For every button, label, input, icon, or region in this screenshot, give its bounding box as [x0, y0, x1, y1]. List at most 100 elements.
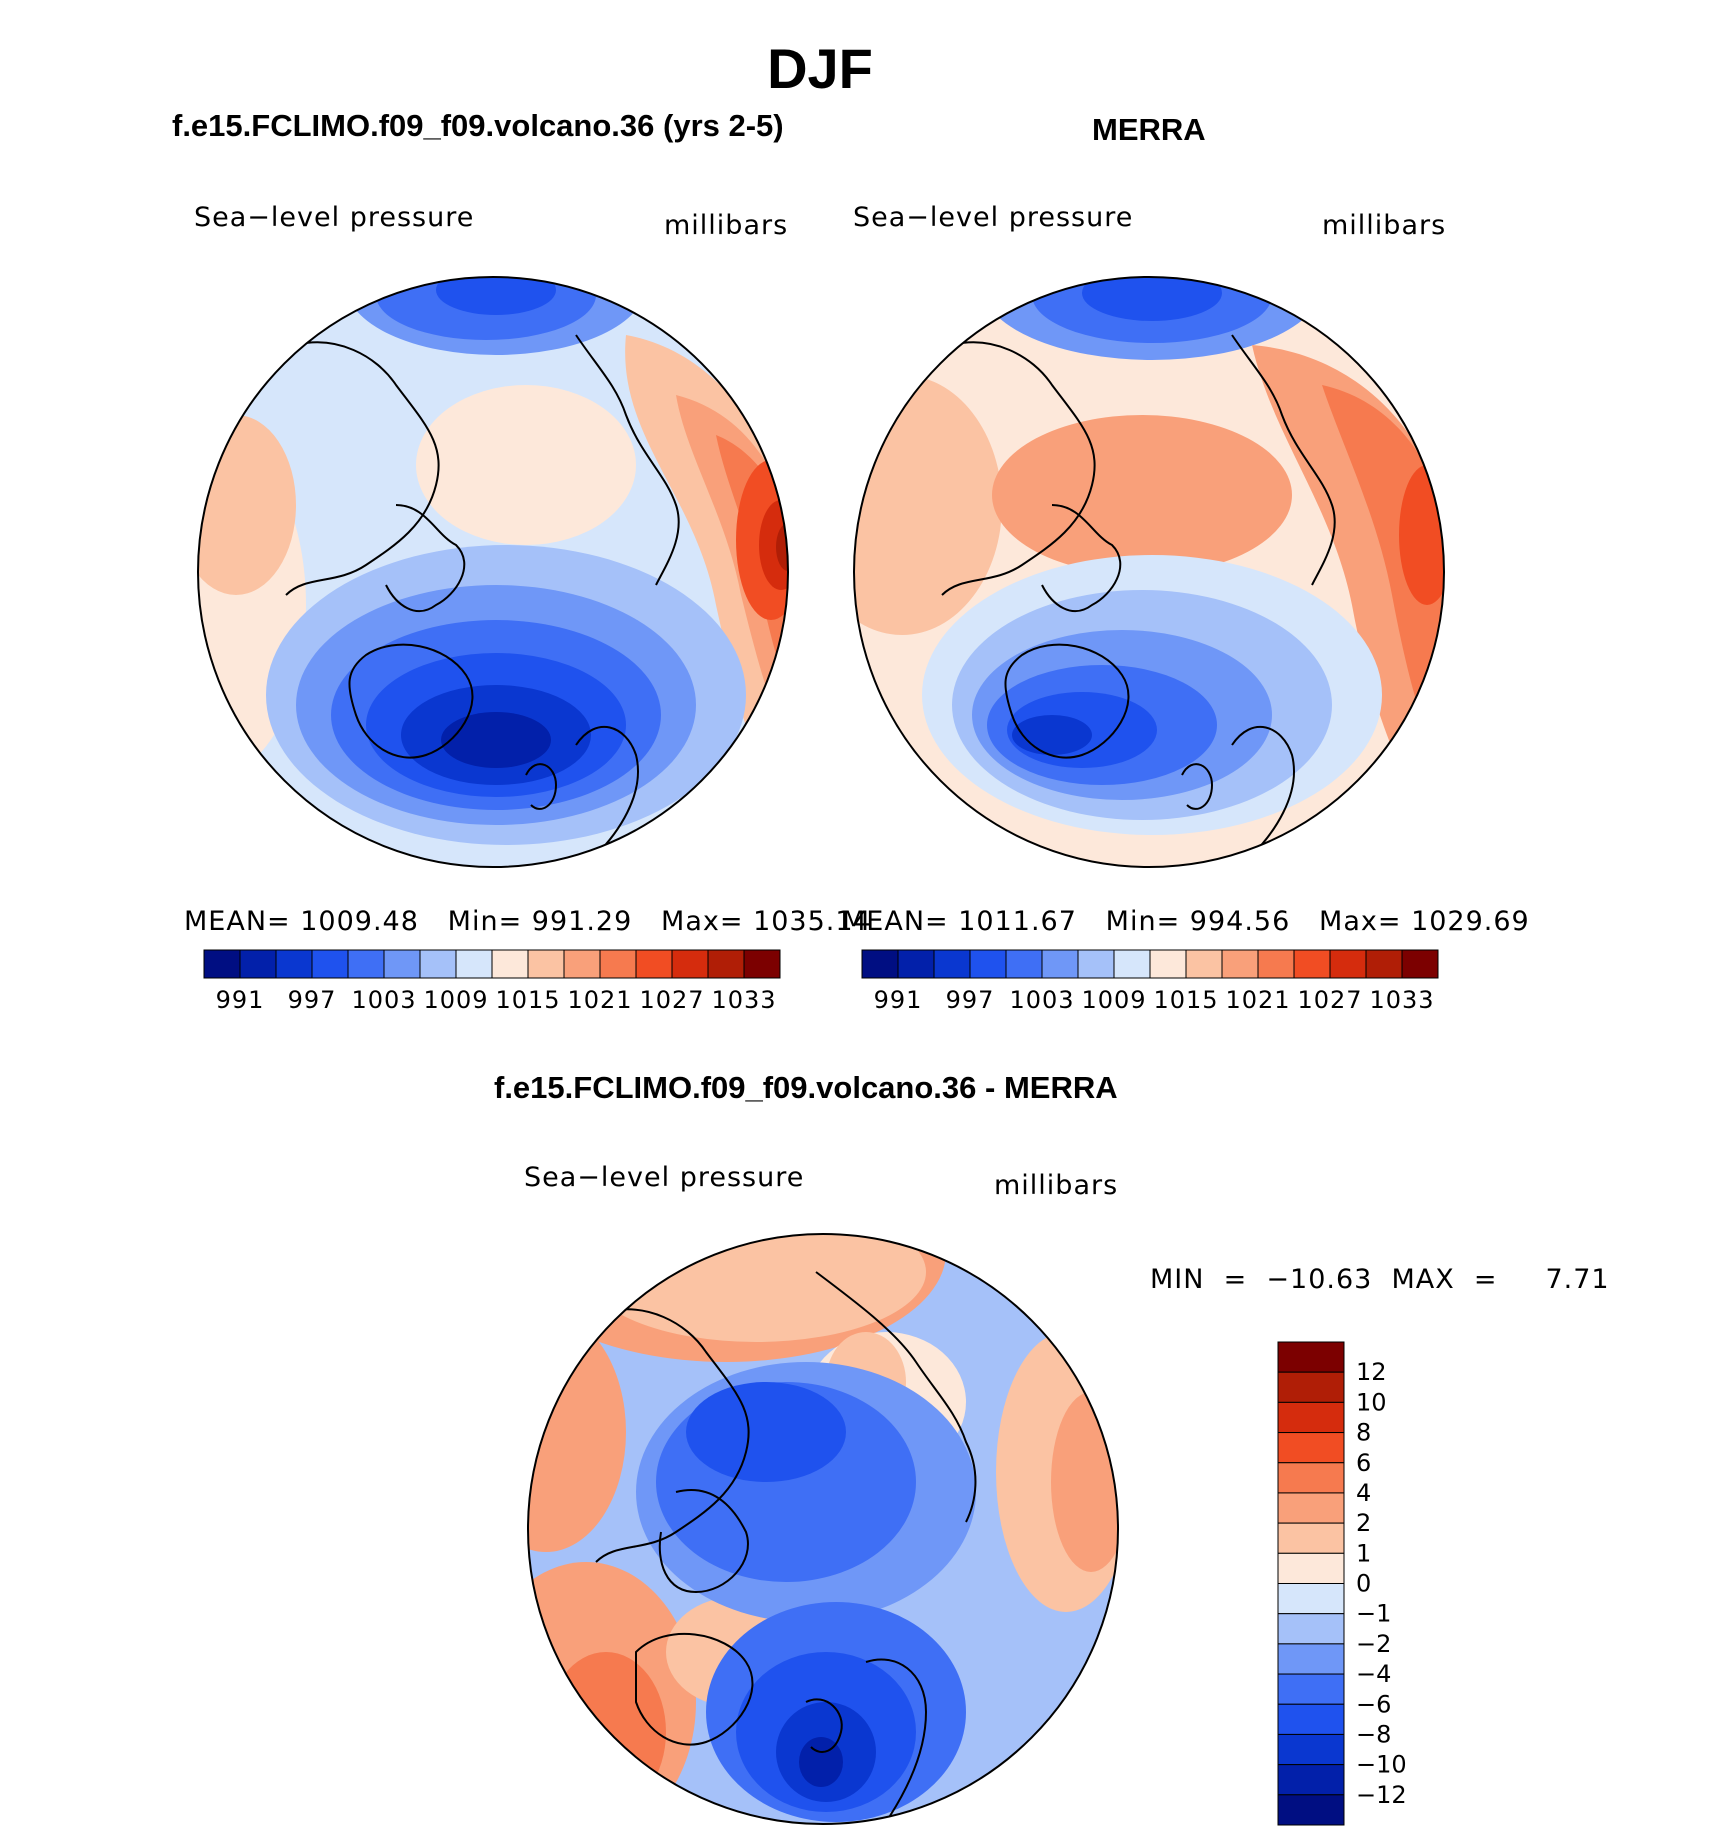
diff-colorbar-tick-label: −8	[1356, 1720, 1391, 1748]
model-colorbar-swatch	[275, 949, 313, 979]
diff-colorbar-tick-label: −10	[1356, 1751, 1407, 1779]
obs-colorbar-swatch	[1185, 949, 1223, 979]
model-units-label: millibars	[664, 210, 789, 241]
diff-colorbar-tick-label: 1	[1356, 1539, 1371, 1567]
obs-min-label: Min=	[1105, 906, 1181, 937]
obs-colorbar-swatch	[1041, 949, 1079, 979]
model-max-label: Max=	[661, 906, 744, 937]
diff-colorbar-tick-label: 8	[1356, 1419, 1371, 1447]
model-colorbar-tick-label: 997	[288, 986, 337, 1014]
obs-colorbar-swatch	[1149, 949, 1187, 979]
obs-colorbar-swatch	[969, 949, 1007, 979]
model-colorbar-tick-label: 1003	[351, 986, 416, 1014]
diff-colorbar-swatch	[1277, 1613, 1345, 1645]
diff-colorbar-tick-label: −1	[1356, 1600, 1391, 1628]
model-colorbar-swatch	[311, 949, 349, 979]
diff-colorbar-swatch	[1277, 1371, 1345, 1403]
diff-colorbar-swatch	[1277, 1673, 1345, 1705]
model-colorbar-swatch	[563, 949, 601, 979]
obs-colorbar-tick-label: 1015	[1153, 986, 1218, 1014]
model-max-value: 1035.14	[753, 906, 872, 937]
diff-colorbar-swatch	[1277, 1764, 1345, 1796]
obs-colorbar-swatch	[1077, 949, 1115, 979]
diff-polar-map	[527, 1233, 1119, 1825]
diff-colorbar-swatch	[1277, 1432, 1345, 1464]
model-colorbar-tick-label: 1027	[639, 986, 704, 1014]
model-min-label: Min=	[447, 906, 523, 937]
model-colorbar-swatch	[491, 949, 529, 979]
diff-variable-label: Sea−level pressure	[524, 1162, 805, 1193]
obs-colorbar-swatch	[1401, 949, 1439, 979]
model-colorbar-swatch	[635, 949, 673, 979]
obs-colorbar-swatch	[897, 949, 935, 979]
model-colorbar-swatch	[239, 949, 277, 979]
obs-stats: MEAN= 1011.67 Min= 994.56 Max= 1029.69	[842, 906, 1530, 937]
obs-colorbar-swatch	[1365, 949, 1403, 979]
diff-colorbar-swatch	[1277, 1462, 1345, 1494]
obs-min-value: 994.56	[1189, 906, 1291, 937]
obs-mean-value: 1011.67	[958, 906, 1077, 937]
model-panel-title: f.e15.FCLIMO.f09_f09.volcano.36 (yrs 2-5…	[172, 108, 784, 143]
diff-colorbar-tick-label: −12	[1356, 1781, 1407, 1809]
diff-colorbar-swatch	[1277, 1552, 1345, 1584]
diff-panel-title: f.e15.FCLIMO.f09_f09.volcano.36 - MERRA	[494, 1070, 1118, 1105]
obs-units-label: millibars	[1322, 210, 1447, 241]
diff-colorbar-tick-label: 6	[1356, 1449, 1371, 1477]
obs-colorbar-tick-label: 997	[946, 986, 995, 1014]
diff-colorbar-swatch	[1277, 1341, 1345, 1373]
obs-colorbar-swatch	[861, 949, 899, 979]
model-mean-value: 1009.48	[300, 906, 419, 937]
obs-colorbar-swatch	[1221, 949, 1259, 979]
model-mean-label: MEAN=	[184, 906, 291, 937]
model-colorbar-swatch	[671, 949, 709, 979]
obs-colorbar-swatch	[1329, 949, 1367, 979]
model-colorbar-tick-label: 1033	[711, 986, 776, 1014]
diff-colorbar-tick-label: −6	[1356, 1690, 1391, 1718]
model-colorbar-swatch	[455, 949, 493, 979]
model-colorbar-tick-label: 1021	[567, 986, 632, 1014]
model-colorbar-swatch	[707, 949, 745, 979]
obs-colorbar-tick-label: 1027	[1297, 986, 1362, 1014]
model-colorbar-tick-label: 991	[216, 986, 265, 1014]
obs-polar-map	[853, 276, 1445, 868]
diff-colorbar-swatch	[1277, 1794, 1345, 1826]
model-colorbar-swatch	[599, 949, 637, 979]
obs-colorbar-tick-label: 1033	[1369, 986, 1434, 1014]
obs-colorbar-tick-label: 991	[874, 986, 923, 1014]
diff-colorbar-tick-label: 12	[1356, 1358, 1387, 1386]
diff-stats: MIN = −10.63 MAX = 7.71	[1150, 1264, 1610, 1295]
obs-colorbar-tick-label: 1009	[1081, 986, 1146, 1014]
model-polar-map	[197, 276, 789, 868]
model-colorbar-swatch	[383, 949, 421, 979]
obs-mean-label: MEAN=	[842, 906, 949, 937]
obs-max-value: 1029.69	[1411, 906, 1530, 937]
model-colorbar-swatch	[419, 949, 457, 979]
obs-colorbar-swatch	[1005, 949, 1043, 979]
diff-colorbar-tick-label: 10	[1356, 1388, 1387, 1416]
diff-colorbar-tick-label: 4	[1356, 1479, 1371, 1507]
model-min-value: 991.29	[531, 906, 633, 937]
obs-colorbar-swatch	[1113, 949, 1151, 979]
diff-colorbar-swatch	[1277, 1401, 1345, 1434]
diff-colorbar-swatch	[1277, 1583, 1345, 1615]
model-colorbar-swatch	[203, 949, 241, 979]
diff-colorbar-tick-label: 0	[1356, 1570, 1371, 1598]
diff-colorbar-swatch	[1277, 1522, 1345, 1554]
obs-colorbar-tick-label: 1003	[1009, 986, 1074, 1014]
diff-units-label: millibars	[994, 1170, 1119, 1201]
obs-colorbar-swatch	[1293, 949, 1331, 979]
obs-colorbar: 991 997 1003 1009 1015 1021 1027 1033	[861, 949, 1439, 1014]
obs-colorbar-tick-label: 1021	[1225, 986, 1290, 1014]
diff-colorbar-tick-label: −2	[1356, 1630, 1391, 1658]
diff-colorbar-swatch	[1277, 1703, 1345, 1735]
diff-colorbar-swatch	[1277, 1733, 1345, 1766]
model-colorbar-tick-label: 1015	[495, 986, 560, 1014]
obs-colorbar-swatch	[933, 949, 971, 979]
figure-title: DJF	[767, 37, 873, 100]
diff-colorbar-swatch	[1277, 1492, 1345, 1524]
diff-colorbar-swatch	[1277, 1643, 1345, 1675]
model-colorbar-swatch	[743, 949, 781, 979]
model-colorbar-swatch	[347, 949, 385, 979]
